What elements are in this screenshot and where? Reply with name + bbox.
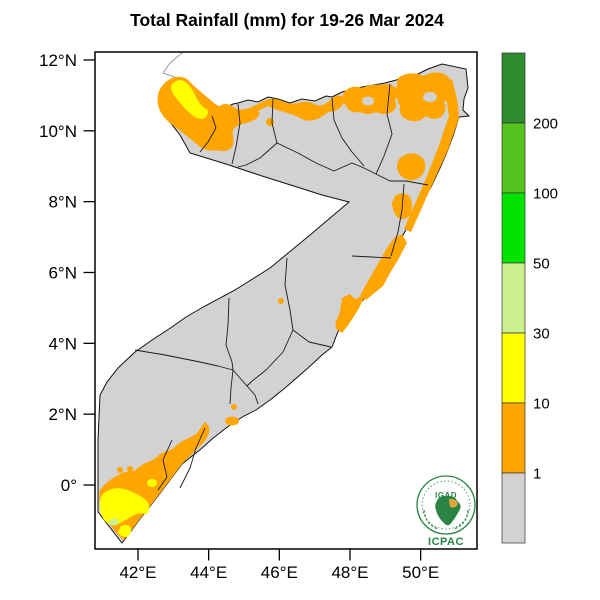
colorbar-segment bbox=[501, 262, 526, 334]
yellow-patch-tip bbox=[118, 524, 132, 537]
rainfall-10-30mm-areas bbox=[99, 80, 208, 537]
map-plot: 12°N 10°N 8°N 6°N 4°N 2°N 0° 42°E 44°E 46°E 48°E 5… bbox=[39, 51, 478, 582]
colorbar-label: 200 bbox=[533, 116, 558, 133]
logo-igad-text: IGAD bbox=[435, 491, 457, 500]
lon-tick-label: 46°E bbox=[261, 563, 298, 582]
gap-horn-1 bbox=[423, 92, 437, 102]
colorbar-segment bbox=[501, 192, 526, 264]
chart-title: Total Rainfall (mm) for 19-26 Mar 2024 bbox=[130, 10, 444, 30]
yellow-patch-south bbox=[99, 488, 150, 525]
lat-tick-label: 6°N bbox=[48, 263, 77, 282]
lat-tick-label: 12°N bbox=[39, 51, 77, 70]
lon-tick-label: 50°E bbox=[402, 563, 439, 582]
rain-strip-mid-coast bbox=[335, 294, 356, 330]
horn-of-africa-highlight bbox=[449, 498, 458, 508]
logo-inner-ring bbox=[421, 480, 471, 530]
rain-dot-southwest-1 bbox=[117, 467, 123, 473]
lon-tick-label: 42°E bbox=[119, 563, 156, 582]
logo-icpac-text: ICPAC bbox=[428, 536, 464, 548]
admin-boundaries bbox=[134, 83, 429, 491]
lat-tick-label: 2°N bbox=[48, 405, 77, 424]
lon-tick-label: 44°E bbox=[190, 563, 227, 582]
gap-north-1 bbox=[362, 96, 374, 106]
colorbar-segment bbox=[501, 472, 526, 544]
colorbar-label: 10 bbox=[533, 396, 550, 413]
yellow-dot-northwest bbox=[198, 108, 208, 116]
yellow-patch-northwest bbox=[171, 80, 208, 119]
latitude-axis: 12°N 10°N 8°N 6°N 4°N 2°N 0° bbox=[39, 51, 95, 495]
colorbar-segment bbox=[501, 122, 526, 194]
rain-patch-north-coast-band bbox=[214, 95, 344, 121]
colorbar-legend: 200 100 50 30 10 1 bbox=[501, 52, 558, 544]
colorbar-label: 100 bbox=[533, 186, 558, 203]
colorbar-label: 30 bbox=[533, 326, 550, 343]
gap-horn-2 bbox=[396, 119, 408, 129]
plot-frame bbox=[94, 51, 478, 550]
laurel-right-icon bbox=[453, 509, 469, 530]
neighbor-coastline bbox=[162, 51, 184, 79]
somalia-landmass bbox=[97, 63, 471, 544]
colorbar-label: 1 bbox=[533, 466, 541, 483]
rain-dot-shabelle bbox=[231, 404, 237, 410]
yellow-dot-south bbox=[147, 479, 157, 487]
colorbar-label: 50 bbox=[533, 256, 550, 273]
rain-strip-east-coast-upper bbox=[360, 234, 407, 300]
rainfall-30-50mm-area bbox=[109, 518, 119, 526]
colorbar-segment bbox=[501, 332, 526, 404]
rain-blob-shabelle bbox=[225, 416, 239, 426]
lat-tick-label: 0° bbox=[61, 476, 77, 495]
lat-tick-label: 10°N bbox=[39, 122, 77, 141]
lat-tick-label: 8°N bbox=[48, 193, 77, 212]
rain-strip-horn-coast bbox=[404, 78, 459, 232]
laurel-left-icon bbox=[423, 509, 439, 530]
rain-dot-central bbox=[278, 298, 284, 304]
no-rain-gaps bbox=[362, 92, 437, 129]
longitude-axis: 42°E 44°E 46°E 48°E 50°E bbox=[119, 549, 439, 582]
lat-tick-label: 4°N bbox=[48, 334, 77, 353]
lon-tick-label: 48°E bbox=[331, 563, 368, 582]
rain-patch-horn-mid bbox=[397, 153, 426, 181]
colorbar-segment bbox=[501, 52, 526, 124]
colorbar-segment bbox=[501, 402, 526, 474]
rain-dot-southwest-2 bbox=[127, 466, 133, 472]
icpac-logo: IGAD ICPAC bbox=[416, 475, 476, 548]
